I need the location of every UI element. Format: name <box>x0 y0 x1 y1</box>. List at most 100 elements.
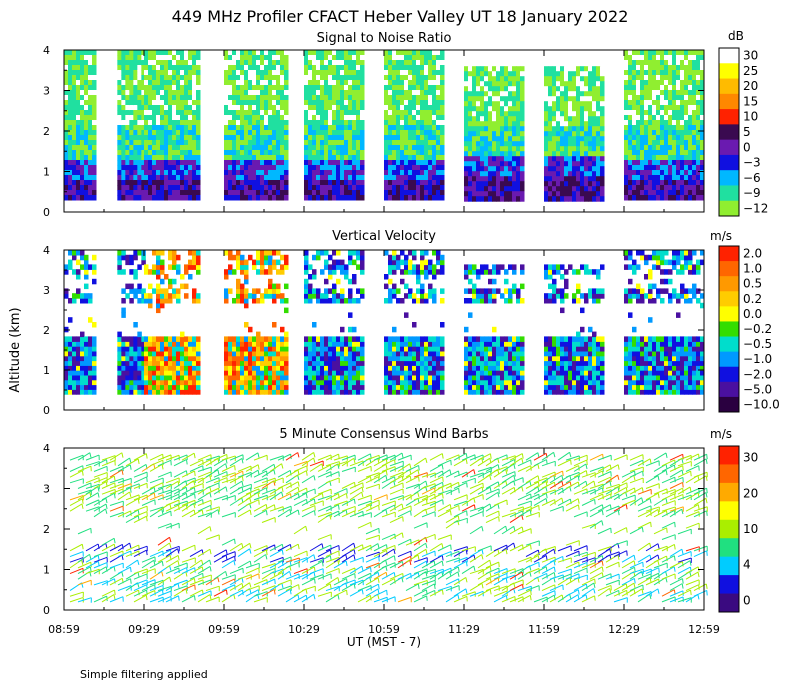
snr-cell <box>412 110 417 116</box>
snr-cell <box>280 115 285 121</box>
vv-cell <box>188 341 193 347</box>
vv-cell <box>188 355 193 362</box>
snr-cell <box>344 145 349 151</box>
snr-cell <box>700 155 705 161</box>
snr-cell <box>268 150 273 156</box>
snr-cell <box>80 65 85 71</box>
vv-cell <box>144 360 149 366</box>
vv-cell <box>144 370 149 376</box>
snr-cell <box>117 145 122 151</box>
snr-cell <box>256 180 261 186</box>
vv-cell <box>336 341 341 347</box>
snr-cell <box>400 150 405 156</box>
snr-cell <box>80 165 85 171</box>
vv-cell <box>352 346 357 352</box>
snr-cell <box>476 121 481 127</box>
vv-cell <box>360 264 365 270</box>
snr-cell <box>344 150 349 156</box>
snr-cell <box>676 95 681 101</box>
snr-cell <box>560 196 565 202</box>
snr-cell <box>272 145 277 151</box>
snr-cell <box>68 160 73 166</box>
vv-cell <box>88 350 93 357</box>
snr-cell <box>640 65 645 71</box>
snr-cell <box>88 75 93 81</box>
vv-cell <box>332 283 337 290</box>
snr-cell <box>668 170 673 176</box>
snr-cell <box>388 55 393 61</box>
snr-cell <box>440 120 445 126</box>
snr-cell <box>408 110 413 116</box>
vv-cell <box>236 370 241 376</box>
vv-cell <box>168 389 173 395</box>
snr-cell <box>600 86 605 92</box>
snr-cell <box>552 86 557 92</box>
snr-cell <box>384 170 389 176</box>
snr-cell <box>496 116 501 122</box>
snr-cell <box>176 195 181 201</box>
snr-cell <box>268 90 273 96</box>
snr-cell <box>548 101 553 107</box>
snr-cell <box>652 120 657 126</box>
snr-cell <box>129 105 134 111</box>
vv-cell <box>412 346 417 352</box>
snr-cell <box>340 195 345 201</box>
snr-cell <box>84 95 89 101</box>
snr-cell <box>692 145 697 151</box>
snr-cell <box>160 120 165 126</box>
snr-cell <box>692 60 697 66</box>
vv-cell <box>76 384 81 390</box>
snr-cell <box>340 185 345 191</box>
snr-cell <box>632 120 637 126</box>
snr-cell <box>188 90 193 96</box>
snr-cell <box>696 120 701 126</box>
snr-cell <box>656 180 661 186</box>
vv-cell <box>244 302 249 309</box>
snr-cell <box>700 105 705 111</box>
snr-cell <box>176 135 181 141</box>
snr-cell <box>584 151 589 157</box>
snr-cell <box>520 196 525 202</box>
snr-cell <box>428 180 433 186</box>
snr-cell <box>264 95 269 101</box>
snr-cell <box>584 171 589 177</box>
snr-cell <box>412 175 417 181</box>
vv-cell <box>284 307 289 314</box>
snr-cell <box>500 121 505 127</box>
colorbar-swatch <box>719 139 739 156</box>
snr-cell <box>176 180 181 186</box>
vv-cell <box>236 365 241 371</box>
vv-cell <box>228 355 233 362</box>
snr-cell <box>92 65 97 71</box>
vv-cell <box>144 355 149 362</box>
snr-cell <box>636 55 641 61</box>
snr-cell <box>156 65 161 71</box>
snr-cell <box>64 175 69 181</box>
snr-cell <box>232 190 237 196</box>
vv-cell <box>72 293 77 299</box>
snr-cell <box>700 165 705 171</box>
vv-cell <box>304 389 309 395</box>
snr-cell <box>176 120 181 126</box>
snr-cell <box>568 166 573 172</box>
snr-cell <box>644 75 649 81</box>
snr-cell <box>676 120 681 126</box>
snr-cell <box>672 75 677 81</box>
snr-cell <box>88 100 93 106</box>
vv-cell <box>280 341 285 347</box>
vv-cell <box>144 336 149 342</box>
snr-cell <box>600 166 605 172</box>
snr-cell <box>232 75 237 81</box>
colorbar-swatch <box>719 124 739 141</box>
snr-cell <box>156 180 161 186</box>
snr-cell <box>88 185 93 191</box>
snr-cell <box>392 55 397 61</box>
vv-cell <box>64 341 69 347</box>
vv-cell <box>276 336 281 342</box>
vv-cell <box>160 365 165 371</box>
vv-cell <box>256 254 261 261</box>
snr-cell <box>328 80 333 86</box>
snr-cell <box>248 165 253 171</box>
snr-cell <box>416 170 421 176</box>
snr-cell <box>632 170 637 176</box>
